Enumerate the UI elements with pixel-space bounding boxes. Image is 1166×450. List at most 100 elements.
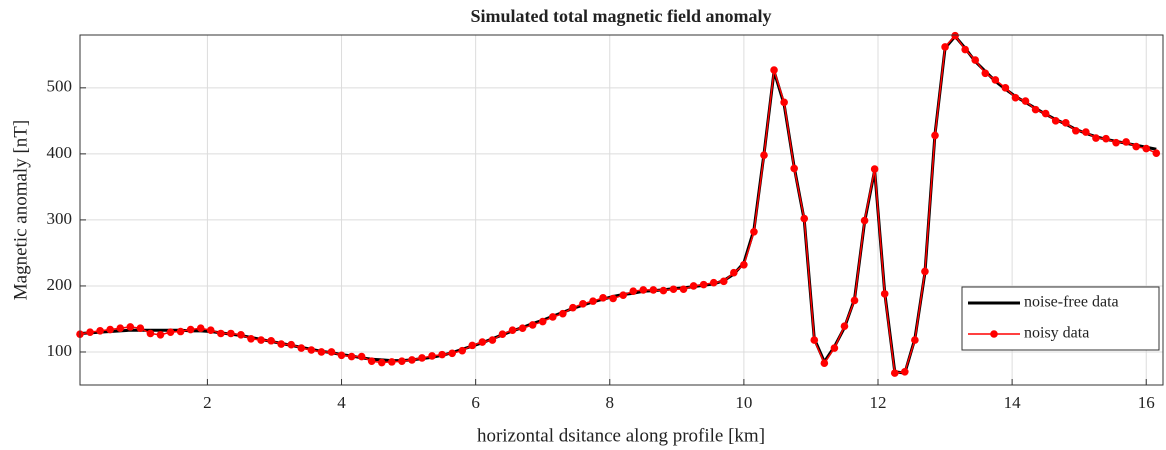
- x-tick-label: 2: [203, 393, 212, 412]
- x-tick-label: 14: [1004, 393, 1022, 412]
- data-point: [327, 348, 336, 356]
- legend-label: noisy data: [1024, 325, 1089, 342]
- data-point: [448, 349, 456, 358]
- data-point: [438, 350, 446, 359]
- data-point: [176, 327, 185, 336]
- x-axis-label: horizontal dsitance along profile [km]: [477, 425, 765, 446]
- data-point: [921, 267, 929, 276]
- legend-marker: [990, 330, 998, 338]
- data-point: [1011, 93, 1020, 102]
- x-tick-label: 12: [870, 393, 887, 412]
- data-point: [709, 278, 718, 287]
- data-point: [196, 324, 205, 333]
- data-point: [428, 352, 436, 360]
- data-point: [1082, 128, 1090, 136]
- data-point: [106, 325, 114, 334]
- data-point: [760, 151, 768, 159]
- data-point: [840, 322, 849, 331]
- data-point: [237, 331, 245, 339]
- data-point: [136, 324, 145, 333]
- data-point: [830, 344, 839, 352]
- data-point: [468, 341, 477, 350]
- data-point: [317, 348, 326, 356]
- plot-frame: [79, 34, 1164, 386]
- x-tick-label: 6: [471, 393, 480, 412]
- data-point: [689, 282, 698, 290]
- data-point: [287, 340, 296, 349]
- data-point: [971, 56, 980, 64]
- data-point: [1001, 84, 1010, 92]
- data-point: [186, 325, 195, 334]
- data-point: [267, 336, 275, 345]
- chart-title: Simulated total magnetic field anomaly: [471, 6, 772, 26]
- data-point: [217, 329, 225, 338]
- data-point: [478, 338, 487, 346]
- data-point: [951, 31, 959, 40]
- data-point: [377, 358, 386, 367]
- data-point: [669, 285, 678, 294]
- data-point: [719, 277, 728, 286]
- data-point: [941, 43, 949, 51]
- data-point: [408, 356, 416, 364]
- data-point: [800, 214, 809, 223]
- data-point: [1051, 117, 1060, 125]
- data-point: [1122, 138, 1130, 146]
- data-point: [559, 309, 567, 318]
- data-point: [890, 369, 899, 377]
- data-point: [659, 286, 668, 295]
- data-point: [367, 357, 376, 366]
- data-point: [388, 358, 396, 366]
- data-point: [277, 340, 285, 348]
- data-point: [96, 327, 104, 335]
- data-point: [116, 324, 125, 333]
- y-tick-label: 300: [47, 209, 73, 228]
- data-point: [156, 331, 165, 339]
- data-point: [257, 336, 265, 344]
- data-point: [1152, 149, 1161, 158]
- legend-label: noise-free data: [1024, 294, 1119, 311]
- data-point: [1031, 105, 1040, 114]
- data-point: [247, 334, 255, 343]
- data-point: [458, 346, 467, 355]
- data-point: [699, 280, 708, 289]
- x-tick-label: 10: [735, 393, 752, 412]
- data-point: [126, 323, 135, 331]
- data-point: [1112, 138, 1120, 147]
- data-point: [508, 326, 517, 334]
- data-point: [488, 336, 497, 344]
- data-point: [1021, 97, 1030, 105]
- data-point: [548, 313, 557, 321]
- data-point: [297, 344, 306, 352]
- data-point: [528, 321, 537, 329]
- data-point: [569, 303, 577, 312]
- data-point: [1132, 142, 1140, 151]
- data-point: [518, 324, 527, 333]
- data-point: [498, 330, 507, 338]
- data-point: [820, 359, 829, 368]
- x-tick-label: 16: [1138, 393, 1155, 412]
- data-point: [880, 290, 889, 298]
- data-point: [770, 66, 778, 74]
- data-point: [1102, 134, 1110, 143]
- data-point: [538, 317, 547, 326]
- data-point: [146, 329, 155, 338]
- data-point: [850, 296, 859, 305]
- data-point: [860, 216, 869, 225]
- data-point: [730, 268, 738, 277]
- data-point: [740, 261, 748, 269]
- data-point: [931, 131, 939, 140]
- data-point: [639, 286, 648, 294]
- legend-box: [961, 286, 1160, 351]
- data-point: [790, 164, 798, 173]
- data-point: [629, 287, 638, 296]
- y-tick-label: 100: [47, 341, 73, 360]
- data-point: [991, 76, 1000, 84]
- data-point: [870, 165, 879, 173]
- y-tick-label: 500: [47, 77, 73, 96]
- data-point: [981, 69, 990, 78]
- data-point: [357, 352, 366, 361]
- x-tick-label: 8: [606, 393, 615, 412]
- data-point: [418, 354, 426, 362]
